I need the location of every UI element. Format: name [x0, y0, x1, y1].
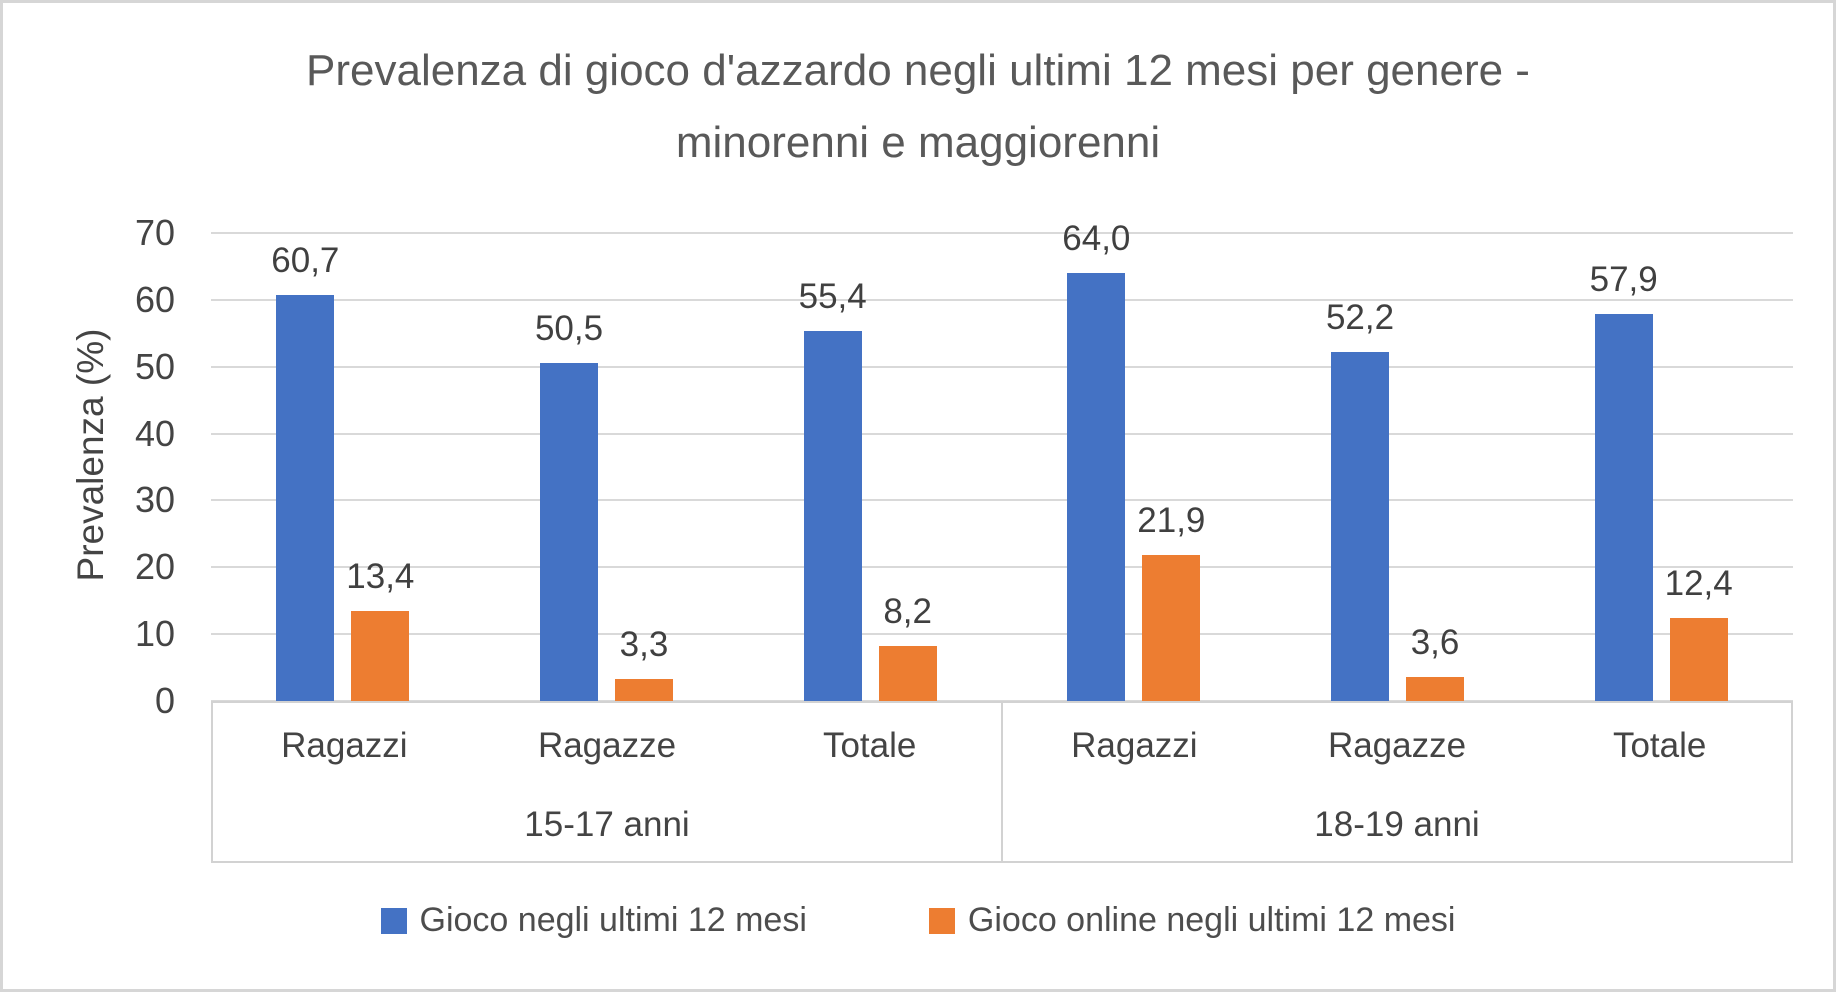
legend: Gioco negli ultimi 12 mesi Gioco online … — [3, 901, 1833, 940]
bar-group: 3,6 — [1406, 233, 1465, 701]
category-axis: Ragazzi Ragazze Totale 15-17 anni Ragazz… — [211, 701, 1793, 863]
plot-area: 60,7 13,4 50,5 3,3 55,4 8,2 64,0 21,9 52,2 3,6 57,… — [211, 219, 1793, 702]
gridline — [211, 432, 1793, 435]
data-label: 13,4 — [346, 557, 415, 597]
data-label: 50,5 — [534, 309, 604, 349]
y-axis-tick-labels: 0 10 20 30 40 50 60 70 — [3, 212, 175, 721]
bar-gioco-12-mesi — [1594, 313, 1653, 701]
y-axis-tick-label: 20 — [134, 546, 175, 588]
group-label-18-19: 18-19 anni — [1314, 805, 1480, 845]
category-cell: 52,2 3,6 — [1266, 233, 1530, 701]
legend-label-gioco-online: Gioco online negli ultimi 12 mesi — [967, 901, 1456, 939]
data-label: 8,2 — [883, 592, 932, 632]
category-label: Ragazze — [1327, 726, 1467, 766]
gridline — [211, 232, 1793, 234]
data-label: 55,4 — [798, 276, 867, 316]
bar-gioco-online-12-mesi — [615, 678, 673, 701]
data-label: 57,9 — [1589, 259, 1658, 299]
bar-group: 12,4 — [1665, 233, 1733, 701]
group-panel-18-19: Ragazzi Ragazze Totale 18-19 anni — [1001, 703, 1791, 861]
bar-gioco-12-mesi — [540, 363, 598, 701]
bar-gioco-12-mesi — [803, 330, 862, 701]
chart-title: Prevalenza di gioco d'azzardo negli ulti… — [3, 35, 1833, 179]
chart-title-line-1: Prevalenza di gioco d'azzardo negli ulti… — [306, 46, 1530, 95]
y-axis-tick-label: 60 — [134, 278, 175, 320]
legend-item-gioco: Gioco negli ultimi 12 mesi — [380, 901, 807, 940]
bar-group: 55,4 — [799, 233, 867, 701]
bar-gioco-online-12-mesi — [351, 611, 410, 701]
category-label: Ragazzi — [281, 726, 408, 766]
legend-label-gioco: Gioco negli ultimi 12 mesi — [419, 901, 807, 939]
data-label: 60,7 — [271, 241, 340, 281]
y-axis-tick-label: 50 — [134, 345, 175, 387]
bar-group: 13,4 — [346, 233, 414, 701]
data-label: 52,2 — [1325, 298, 1395, 338]
category-cell: 55,4 8,2 — [738, 233, 1002, 701]
data-label: 64,0 — [1062, 219, 1131, 259]
bar-gioco-12-mesi — [1331, 352, 1390, 701]
data-label: 3,6 — [1410, 622, 1460, 662]
chart-title-line-2: minorenni e maggiorenni — [675, 118, 1161, 167]
data-label: 3,3 — [619, 624, 669, 664]
gridline — [211, 633, 1793, 636]
legend-item-gioco-online: Gioco online negli ultimi 12 mesi — [928, 901, 1456, 940]
data-label: 12,4 — [1664, 564, 1733, 604]
group-panel-15-17: Ragazzi Ragazze Totale 15-17 anni — [213, 703, 1001, 861]
y-axis-tick-label: 10 — [134, 613, 175, 655]
category-label: Ragazzi — [1071, 726, 1198, 766]
bar-group: 50,5 — [535, 233, 603, 701]
category-row: Ragazzi Ragazze Totale — [213, 703, 1001, 790]
data-label: 21,9 — [1137, 500, 1206, 540]
y-axis-tick-label: 0 — [154, 680, 175, 721]
bar-group: 60,7 — [271, 233, 339, 701]
gridline — [211, 365, 1793, 368]
category-cell: 57,9 12,4 — [1529, 233, 1793, 701]
bars-container: 60,7 13,4 50,5 3,3 55,4 8,2 64,0 21,9 52,2 3,6 57,… — [211, 219, 1793, 701]
y-axis-tick-label: 40 — [134, 412, 175, 454]
bar-gioco-online-12-mesi — [878, 646, 937, 701]
bar-group: 57,9 — [1590, 233, 1658, 701]
bar-gioco-online-12-mesi — [1142, 554, 1201, 701]
bar-gioco-12-mesi — [1067, 273, 1126, 701]
gridline — [211, 298, 1793, 301]
legend-swatch-gioco — [380, 907, 407, 934]
bar-group: 3,3 — [615, 233, 673, 701]
y-axis-tick-label: 70 — [134, 212, 175, 253]
category-label: Totale — [822, 726, 917, 766]
bar-group: 52,2 — [1326, 233, 1394, 701]
y-axis-tick-label: 30 — [134, 479, 175, 521]
category-label: Ragazze — [537, 726, 677, 766]
bar-group: 64,0 — [1062, 219, 1130, 701]
bar-gioco-online-12-mesi — [1669, 618, 1728, 701]
category-row: Ragazzi Ragazze Totale — [1003, 703, 1791, 790]
category-cell: 64,0 21,9 — [1002, 219, 1266, 701]
bar-gioco-online-12-mesi — [1406, 676, 1465, 701]
gridline — [211, 499, 1793, 502]
legend-swatch-gioco-online — [928, 907, 955, 934]
bar-group: 8,2 — [878, 233, 937, 701]
category-label: Totale — [1612, 726, 1707, 766]
category-cell: 60,7 13,4 — [211, 233, 475, 701]
group-label-15-17: 15-17 anni — [524, 805, 690, 845]
bar-group: 21,9 — [1137, 233, 1205, 701]
category-cell: 50,5 3,3 — [475, 233, 739, 701]
gridline — [211, 566, 1793, 569]
bar-gioco-12-mesi — [276, 295, 335, 701]
